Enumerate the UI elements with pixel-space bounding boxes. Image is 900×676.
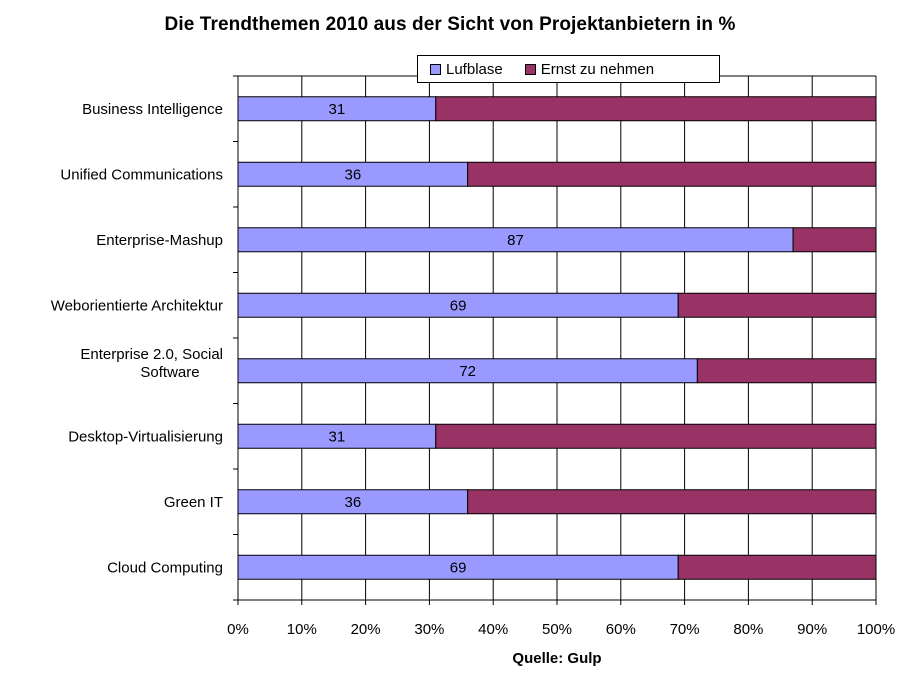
x-tick-label: 80%	[733, 621, 763, 638]
category-label: Desktop-Virtualisierung	[68, 428, 223, 445]
category-label: Green IT	[164, 494, 223, 511]
bar-ernst	[696, 358, 877, 384]
bar-lufblase	[237, 227, 794, 253]
bar-ernst	[677, 554, 877, 580]
data-label: 72	[459, 363, 476, 380]
x-tick-label: 40%	[478, 621, 508, 638]
bar-lufblase	[237, 358, 698, 384]
data-label: 69	[450, 297, 467, 314]
legend-item-ernst: Ernst zu nehmen	[524, 60, 655, 78]
bar-ernst	[435, 96, 877, 122]
x-tick-label: 0%	[227, 621, 249, 638]
data-label: 87	[507, 232, 524, 249]
legend-label-lufblase: Lufblase	[446, 60, 503, 78]
data-label: 36	[344, 166, 361, 183]
category-label: Enterprise-Mashup	[96, 232, 223, 249]
x-tick-label: 10%	[287, 621, 317, 638]
category-label: Enterprise 2.0, Social	[80, 346, 223, 363]
bar-ernst	[435, 423, 877, 449]
bar-lufblase	[237, 96, 437, 122]
x-tick-label: 30%	[414, 621, 444, 638]
legend-item-lufblase: Lufblase	[430, 61, 503, 78]
data-label: 31	[329, 428, 346, 445]
legend-label-ernst: Ernst zu nehmen	[540, 60, 655, 78]
data-label: 69	[450, 559, 467, 576]
category-label: Weborientierte Architektur	[51, 297, 223, 314]
bar-lufblase	[237, 489, 469, 515]
legend-swatch-lufblase	[430, 63, 441, 75]
bar-ernst	[467, 161, 877, 187]
category-label: Software	[140, 364, 199, 381]
bar-ernst	[792, 227, 877, 253]
x-tick-label: 60%	[606, 621, 636, 638]
x-tick-label: 70%	[670, 621, 700, 638]
data-label: 36	[344, 494, 361, 511]
x-tick-label: 50%	[542, 621, 572, 638]
source-note: Quelle: Gulp	[512, 650, 602, 667]
legend: Lufblase Ernst zu nehmen	[417, 55, 720, 83]
x-tick-label: 90%	[797, 621, 827, 638]
category-label: Unified Communications	[60, 166, 223, 183]
data-label: 31	[329, 101, 346, 118]
legend-swatch-ernst	[524, 63, 536, 75]
chart-title: Die Trendthemen 2010 aus der Sicht von P…	[164, 14, 736, 35]
x-tick-label: 100%	[857, 621, 895, 638]
x-tick-label: 20%	[351, 621, 381, 638]
bar-ernst	[467, 489, 877, 515]
bar-ernst	[677, 292, 877, 318]
category-label: Business Intelligence	[82, 101, 223, 118]
category-label: Cloud Computing	[107, 559, 223, 576]
